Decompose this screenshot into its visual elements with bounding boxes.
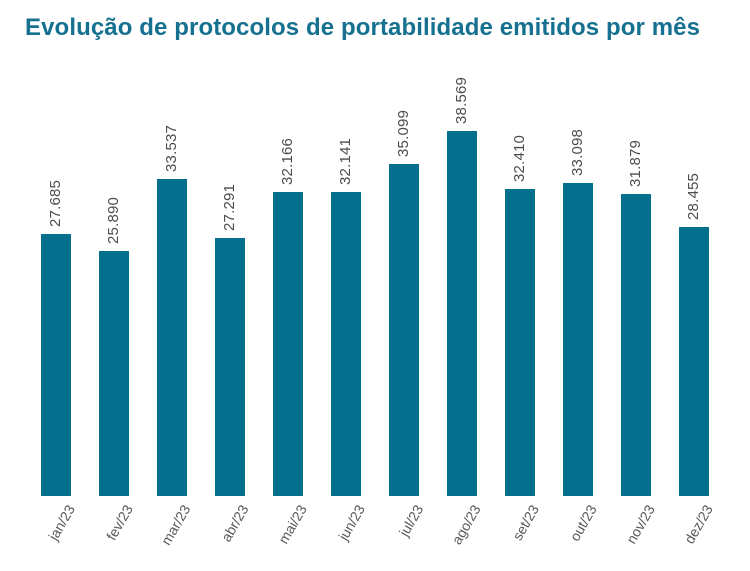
bar-value-label: 32.166 (279, 137, 296, 185)
bar (389, 163, 419, 496)
x-tick-label: out/23 (566, 502, 600, 544)
x-tick-label: abr/23 (218, 502, 252, 545)
x-tick-label: ago/23 (448, 502, 484, 548)
bar-value-label: 35.099 (395, 109, 412, 157)
x-tick-label: set/23 (508, 502, 542, 544)
x-tick-label: jan/23 (44, 502, 78, 544)
bar (563, 182, 593, 496)
bar-value-label: 32.410 (511, 135, 528, 183)
bar-value-label: 32.141 (337, 137, 354, 185)
bar (331, 191, 361, 496)
x-tick-label: nov/23 (622, 502, 658, 547)
bar (447, 131, 477, 496)
bar-value-label: 27.291 (221, 183, 238, 231)
x-tick-label: fev/23 (102, 502, 136, 544)
bar (273, 191, 303, 496)
bar (41, 234, 71, 496)
bar (157, 178, 187, 496)
x-tick-label: jun/23 (334, 502, 368, 544)
x-tick-label: jul/23 (395, 502, 426, 539)
x-tick-label: mai/23 (274, 502, 310, 547)
bar-value-label: 33.537 (163, 124, 180, 172)
bar-value-label: 27.685 (47, 179, 64, 227)
bar-value-label: 38.569 (453, 76, 470, 124)
bar-value-label: 28.455 (685, 172, 702, 220)
x-tick-label: mar/23 (158, 502, 194, 548)
bar (621, 194, 651, 496)
bar (679, 226, 709, 496)
bar (505, 189, 535, 496)
chart-title: Evolução de protocolos de portabilidade … (25, 14, 701, 41)
x-tick-label: dez/23 (680, 502, 716, 547)
bar (215, 237, 245, 496)
bar-value-label: 31.879 (627, 140, 644, 188)
bar (99, 251, 129, 496)
bar-value-label: 25.890 (105, 196, 122, 244)
bar-value-label: 33.098 (569, 128, 586, 176)
